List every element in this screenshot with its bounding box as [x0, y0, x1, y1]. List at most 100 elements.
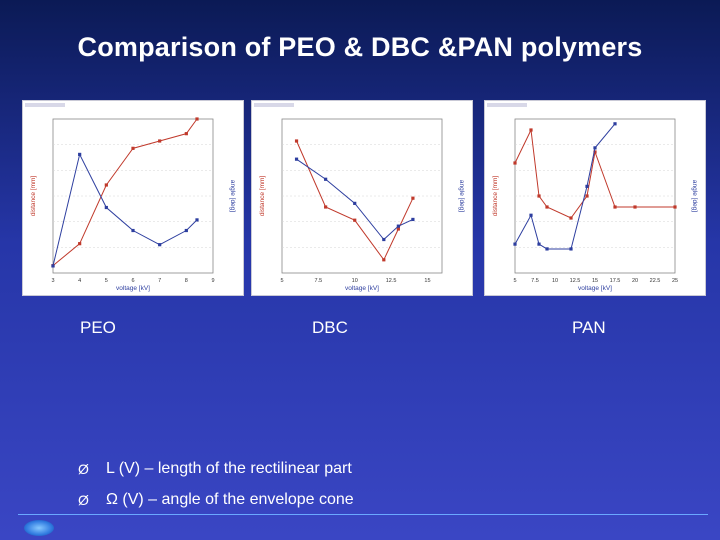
distance-point: [633, 205, 637, 209]
x-tick-label: 3: [51, 278, 54, 284]
angle-point: [585, 184, 589, 188]
chart-dbc: 5 7.5 10 12.5 15 voltage [kV] distance [mm] ang…: [254, 103, 465, 292]
footer-divider: [18, 514, 708, 515]
distance-point: [131, 146, 135, 150]
angle-point: [396, 224, 400, 228]
x-tick-label: 20: [632, 278, 638, 284]
x-tick-label: 17.5: [610, 278, 621, 284]
distance-point: [396, 227, 400, 231]
angle-point: [104, 205, 108, 210]
angle-point: [537, 242, 541, 246]
angle-line: [296, 158, 414, 241]
x-axis-label: voltage [kV]: [345, 285, 379, 292]
distance-point: [537, 194, 541, 198]
angle-point: [382, 237, 386, 242]
y2-axis-label: angle [deg]: [458, 180, 465, 212]
y-axis-label: distance [mm]: [259, 176, 266, 217]
angle-point: [353, 201, 357, 205]
x-tick-label: 8: [185, 278, 188, 284]
angle-line: [514, 123, 616, 250]
distance-line: [296, 140, 414, 261]
distance-line: [514, 128, 675, 219]
distance-point: [593, 150, 597, 154]
arrow-bullet-icon: Ø: [78, 461, 89, 477]
distance-point: [353, 218, 357, 222]
angle-point: [513, 242, 517, 246]
bullet-text: Ω (V) – angle of the envelope cone: [106, 491, 354, 508]
x-tick-label: 15: [592, 278, 598, 284]
bullet-angle: Ø Ω (V) – angle of the envelope cone: [78, 491, 354, 509]
distance-point: [673, 205, 677, 209]
angle-point: [158, 243, 162, 247]
distance-point: [382, 258, 386, 262]
bullet-length: Ø L (V) – length of the rectilinear part: [78, 460, 352, 478]
distance-point: [513, 161, 517, 165]
distance-point: [613, 205, 617, 209]
x-tick-label: 5: [105, 278, 108, 284]
x-tick-label: 12.5: [570, 278, 581, 284]
angle-point: [131, 228, 135, 233]
chart-panel-dbc: 5 7.5 10 12.5 15 voltage [kV] distance [mm] ang…: [251, 100, 473, 296]
x-tick-label: 7: [158, 278, 161, 284]
x-tick-label: 7.5: [315, 278, 323, 284]
chart-panel-peo: 3 4 5 6 7 8 9 voltage [kV] distance [mm] angle [d…: [22, 100, 244, 296]
x-axis-label: voltage [kV]: [116, 285, 150, 292]
label-dbc: DBC: [312, 318, 348, 337]
x-tick-label: 5: [280, 278, 283, 284]
distance-line: [52, 118, 198, 267]
chart-pan: 5 7.5 10 12.5 15 17.5 20 22.5 25 voltage [kV] dist…: [487, 103, 698, 292]
chart-caption-bar: [487, 103, 527, 107]
x-tick-label: 15: [424, 278, 430, 284]
distance-point: [158, 139, 162, 143]
angle-point: [184, 228, 188, 233]
angle-point: [593, 146, 597, 150]
angle-point: [529, 213, 533, 217]
x-tick-label: 22.5: [650, 278, 661, 284]
distance-point: [585, 194, 589, 198]
chart-panel-pan: 5 7.5 10 12.5 15 17.5 20 22.5 25 voltage [kV] dist…: [484, 100, 706, 296]
angle-point: [294, 157, 299, 161]
chart-caption-bar: [25, 103, 65, 107]
slide-title: Comparison of PEO & DBC &PAN polymers: [77, 32, 643, 62]
angle-line: [52, 152, 198, 267]
y-axis-label: distance [mm]: [30, 176, 37, 217]
x-tick-label: 6: [131, 278, 134, 284]
x-tick-label: 10: [352, 278, 358, 284]
distance-point: [294, 139, 299, 143]
distance-point: [569, 216, 573, 220]
distance-point: [545, 205, 549, 209]
angle-point: [51, 264, 55, 268]
x-tick-label: 7.5: [531, 278, 539, 284]
angle-point: [613, 122, 617, 126]
distance-point: [411, 196, 415, 200]
label-pan: PAN: [572, 318, 606, 337]
angle-point: [545, 247, 549, 251]
x-tick-label: 4: [78, 278, 81, 284]
y-axis-label: distance [mm]: [492, 176, 499, 217]
label-peo: PEO: [80, 318, 116, 337]
distance-point: [78, 242, 82, 246]
x-tick-label: 9: [211, 278, 214, 284]
bullet-text: L (V) – length of the rectilinear part: [106, 460, 352, 477]
y2-axis-label: angle [deg]: [229, 180, 236, 212]
distance-point: [529, 128, 533, 132]
arrow-bullet-icon: Ø: [78, 492, 89, 508]
footer-logo-icon: [24, 520, 54, 536]
chart-caption-bar: [254, 103, 294, 107]
chart-peo: 3 4 5 6 7 8 9 voltage [kV] distance [mm] angle [d…: [25, 103, 236, 292]
distance-point: [195, 117, 199, 121]
angle-point: [78, 152, 82, 157]
angle-point: [324, 177, 328, 181]
x-axis-label: voltage [kV]: [578, 285, 612, 292]
y2-axis-label: angle [deg]: [691, 180, 698, 212]
distance-point: [324, 205, 328, 209]
distance-point: [104, 183, 108, 187]
angle-point: [569, 247, 573, 251]
x-tick-label: 25: [672, 278, 678, 284]
angle-point: [411, 217, 415, 222]
x-tick-label: 10: [552, 278, 558, 284]
distance-point: [184, 132, 188, 136]
x-tick-label: 12.5: [386, 278, 397, 284]
x-tick-label: 5: [513, 278, 516, 284]
angle-point: [195, 218, 199, 222]
